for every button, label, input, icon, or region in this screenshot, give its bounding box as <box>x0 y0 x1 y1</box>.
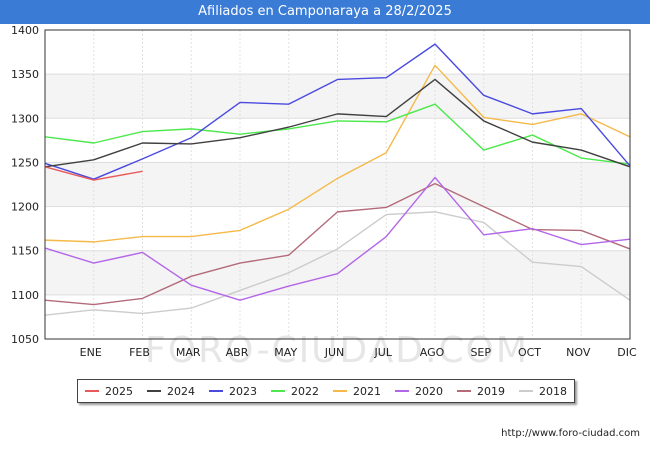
x-tick-label: FEB <box>129 346 150 359</box>
legend-swatch <box>395 390 409 392</box>
y-tick-label: 1150 <box>11 245 39 258</box>
series-line-2019 <box>44 182 631 306</box>
grid <box>45 29 631 340</box>
series-line-2025 <box>44 166 143 181</box>
y-tick-label: 1100 <box>11 289 39 302</box>
legend-swatch <box>209 390 223 392</box>
source-url: http://www.foro-ciudad.com <box>501 428 640 439</box>
legend-item-2021: 2021 <box>333 385 381 398</box>
legend-label: 2020 <box>415 384 443 398</box>
series-line-2023 <box>44 43 631 180</box>
legend-swatch <box>457 390 471 392</box>
x-tick-label: MAR <box>176 346 201 359</box>
y-tick-label: 1200 <box>11 201 39 214</box>
x-tick-label: MAY <box>274 346 297 359</box>
legend-item-2019: 2019 <box>457 385 505 398</box>
legend-item-2025: 2025 <box>85 385 133 398</box>
grid-band <box>45 250 630 295</box>
x-tick-label: DIC <box>617 346 637 359</box>
y-tick-label: 1300 <box>11 112 39 125</box>
series-lines <box>44 43 631 316</box>
legend-swatch <box>147 390 161 392</box>
x-tick-label: OCT <box>518 346 541 359</box>
x-tick-label: JUN <box>324 346 345 359</box>
series-line-2018 <box>44 211 631 316</box>
x-tick-label: NOV <box>566 346 591 359</box>
legend-label: 2021 <box>353 384 381 398</box>
legend-label: 2022 <box>291 384 319 398</box>
series-line-2024 <box>44 78 631 168</box>
x-tick-label: AGO <box>420 346 445 359</box>
legend-label: 2024 <box>167 384 195 398</box>
legend-item-2020: 2020 <box>395 385 443 398</box>
legend-item-2024: 2024 <box>147 385 195 398</box>
legend-swatch <box>519 390 533 392</box>
series-line-2020 <box>44 176 631 301</box>
legend: 2025 2024 2023 2022 2021 2020 2019 2018 <box>77 379 575 403</box>
plot-frame <box>44 29 631 340</box>
y-tick-label: 1400 <box>11 24 39 37</box>
legend-item-2018: 2018 <box>519 385 567 398</box>
legend-item-2023: 2023 <box>209 385 257 398</box>
x-tick-label: SEP <box>470 346 491 359</box>
series-line-2021 <box>44 64 631 243</box>
chart-title: Afiliados en Camponaraya a 28/2/2025 <box>0 0 650 24</box>
legend-item-2022: 2022 <box>271 385 319 398</box>
grid-band <box>45 206 630 251</box>
y-tick-label: 1250 <box>11 156 39 169</box>
legend-swatch <box>333 390 347 392</box>
watermark: FORO-CIUDAD.COM <box>145 330 529 371</box>
y-tick-label: 1350 <box>11 68 39 81</box>
legend-label: 2025 <box>105 384 133 398</box>
x-tick-label: ENE <box>80 346 102 359</box>
axes: 1050 1100 1150 1200 1250 1300 1350 1400 ENE FEB MA… <box>11 24 637 359</box>
legend-label: 2023 <box>229 384 257 398</box>
legend-label: 2019 <box>477 384 505 398</box>
x-tick-label: ABR <box>226 346 249 359</box>
legend-label: 2018 <box>539 384 567 398</box>
legend-swatch <box>85 390 99 392</box>
legend-swatch <box>271 390 285 392</box>
series-line-2022 <box>44 103 631 165</box>
y-tick-label: 1050 <box>11 333 39 346</box>
x-tick-label: JUL <box>374 346 393 359</box>
